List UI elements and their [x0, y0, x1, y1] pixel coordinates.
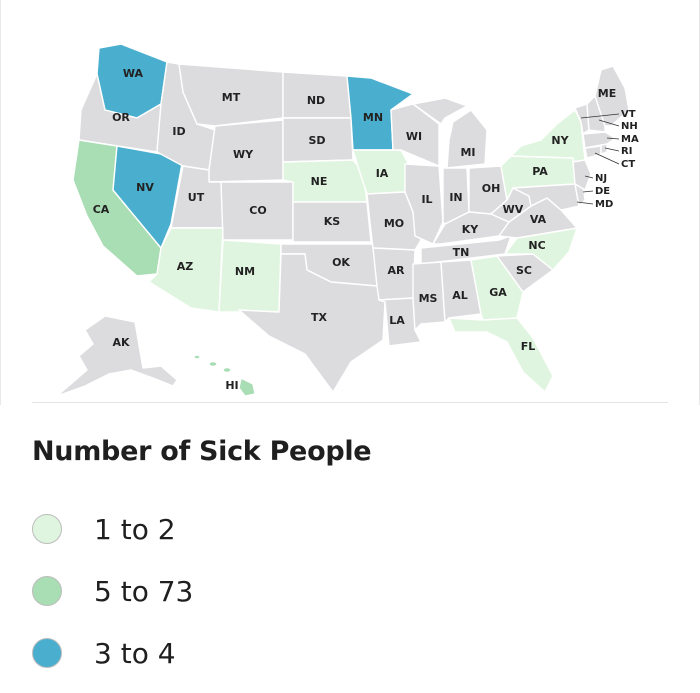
label-AZ: AZ	[177, 260, 194, 273]
label-NC: NC	[528, 239, 545, 252]
label-AL: AL	[452, 289, 468, 302]
label-IL: IL	[421, 193, 432, 206]
map-card: WA OR CA NV ID MT WY UT CO AZ NM ND SD N…	[0, 0, 700, 405]
label-MT: MT	[222, 91, 241, 104]
state-IL[interactable]	[404, 163, 444, 245]
label-MO: MO	[384, 217, 404, 230]
legend-swatch	[32, 638, 62, 668]
state-TX[interactable]	[238, 253, 386, 393]
label-UT: UT	[188, 191, 205, 204]
label-MA: MA	[621, 134, 639, 145]
leader-NH	[598, 119, 620, 127]
state-FL[interactable]	[448, 317, 554, 393]
label-OK: OK	[332, 256, 350, 269]
label-OR: OR	[112, 111, 130, 124]
legend-label: 5 to 73	[94, 574, 194, 608]
label-MD: MD	[595, 199, 613, 210]
label-ID: ID	[172, 125, 185, 138]
label-NJ: NJ	[595, 173, 607, 184]
label-CA: CA	[93, 203, 110, 216]
label-NV: NV	[136, 181, 154, 194]
label-AR: AR	[388, 264, 406, 277]
label-GA: GA	[489, 286, 507, 299]
label-NH: NH	[621, 121, 638, 132]
label-TN: TN	[453, 246, 470, 259]
label-TX: TX	[311, 311, 328, 324]
label-NY: NY	[551, 134, 569, 147]
legend-title: Number of Sick People	[32, 436, 372, 467]
label-PA: PA	[532, 165, 548, 178]
legend-item: 3 to 4	[32, 622, 672, 684]
label-VT: VT	[621, 109, 636, 120]
state-NY[interactable]	[510, 109, 586, 163]
label-ND: ND	[307, 94, 325, 107]
state-TN[interactable]	[420, 235, 512, 265]
state-NH[interactable]	[586, 95, 606, 133]
legend-label: 1 to 2	[94, 512, 176, 546]
state-ME[interactable]	[594, 65, 630, 127]
label-KY: KY	[462, 223, 480, 236]
label-CT: CT	[621, 159, 635, 170]
legend: Number of Sick People 1 to 2 5 to 73 3 t…	[32, 432, 672, 684]
hawaii-islet-3	[222, 366, 232, 374]
label-IN: IN	[449, 191, 462, 204]
label-KS: KS	[324, 215, 341, 228]
label-ME: ME	[598, 87, 616, 100]
label-WV: WV	[503, 203, 524, 216]
leader-MD	[576, 201, 594, 205]
label-NE: NE	[311, 175, 328, 188]
state-HI[interactable]	[238, 377, 256, 397]
label-WI: WI	[406, 130, 422, 143]
hawaii-islet-1	[193, 354, 201, 360]
leader-CT	[594, 152, 620, 165]
legend-swatch	[32, 514, 62, 544]
state-NJ[interactable]	[572, 159, 592, 191]
state-AL[interactable]	[440, 259, 482, 323]
label-OH: OH	[482, 182, 501, 195]
label-RI: RI	[621, 146, 632, 157]
legend-label: 3 to 4	[94, 636, 176, 670]
label-MN: MN	[363, 111, 383, 124]
legend-swatch	[32, 576, 62, 606]
label-SC: SC	[516, 264, 532, 277]
label-WA: WA	[123, 67, 144, 80]
hawaii-islet-2	[208, 360, 218, 368]
legend-item: 1 to 2	[32, 498, 672, 560]
label-DE: DE	[595, 186, 610, 197]
label-SD: SD	[308, 134, 325, 147]
label-LA: LA	[389, 314, 405, 327]
card-divider	[32, 402, 668, 403]
state-VT[interactable]	[574, 103, 590, 135]
leader-DE	[582, 190, 594, 193]
label-FL: FL	[521, 340, 536, 353]
state-KS[interactable]	[292, 201, 372, 243]
label-NM: NM	[235, 265, 255, 278]
leader-VT	[580, 113, 620, 119]
label-WY: WY	[233, 148, 254, 161]
state-WY[interactable]	[208, 119, 284, 183]
leader-NJ	[584, 175, 594, 179]
label-AK: AK	[112, 336, 130, 349]
label-MI: MI	[460, 146, 475, 159]
label-MS: MS	[419, 292, 438, 305]
state-MA[interactable]	[582, 131, 616, 149]
label-IA: IA	[376, 167, 389, 180]
state-MI[interactable]	[412, 97, 488, 169]
state-AK[interactable]	[56, 315, 178, 397]
label-CO: CO	[249, 204, 266, 217]
legend-item: 5 to 73	[32, 560, 672, 622]
us-choropleth-map: WA OR CA NV ID MT WY UT CO AZ NM ND SD N…	[56, 43, 639, 397]
leader-RI	[604, 147, 620, 152]
leader-MA	[606, 137, 620, 140]
label-VA: VA	[530, 213, 547, 226]
label-HI: HI	[225, 379, 238, 392]
